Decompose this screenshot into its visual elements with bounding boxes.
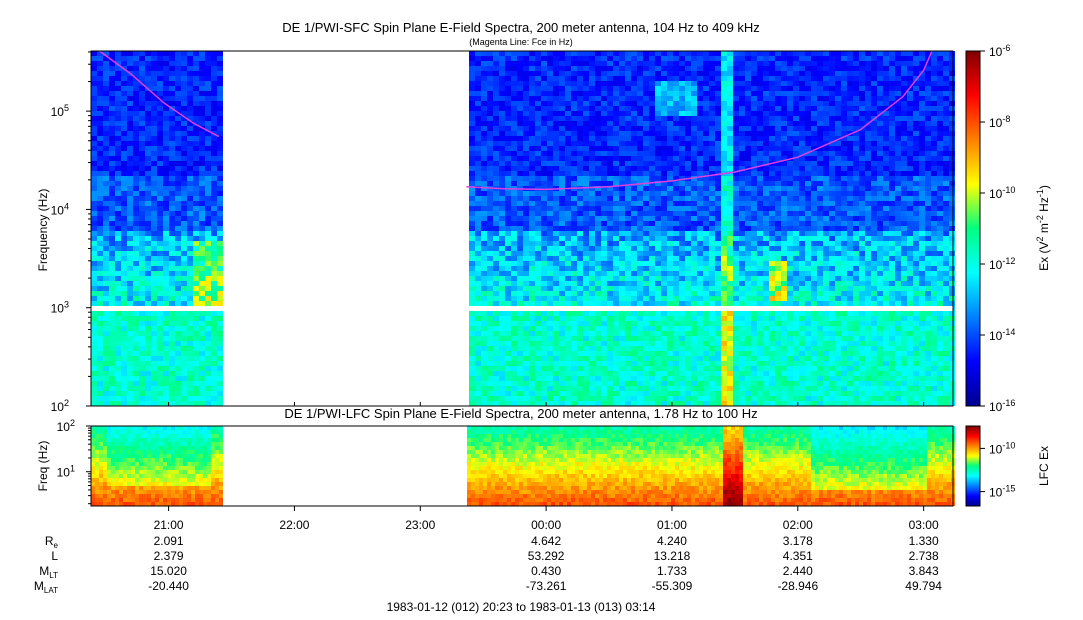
y-tick-label: 102	[57, 418, 75, 434]
ephemeris-value: 2.091	[154, 534, 184, 548]
sfc-colorbar-label: Ex (V2 m-2 Hz-1)	[1035, 185, 1051, 271]
y-tick-label: 102	[51, 398, 69, 414]
sfc-spectrogram-panel: 102 103 104 105 Frequency (Hz)	[36, 50, 955, 414]
lfc-panel-title: DE 1/PWI-LFC Spin Plane E-Field Spectra,…	[284, 406, 757, 421]
lfc-spectrogram-cells	[91, 426, 955, 506]
ephemeris-value: 0.430	[531, 564, 561, 578]
fce-line	[98, 50, 933, 191]
ephemeris-value: 2.379	[154, 549, 184, 563]
sfc-channel-gap-bar	[91, 306, 953, 311]
ephemeris-value: -73.261	[526, 579, 567, 593]
lfc-colorbar-gradient	[965, 425, 981, 507]
colorbar-tick-label: 10-16	[989, 398, 1015, 414]
y-tick-label: 104	[51, 201, 69, 217]
lfc-colorbar: 10-10 10-15 LFC Ex	[965, 425, 1051, 507]
y-tick-label: 103	[51, 300, 69, 316]
ephemeris-value: 49.794	[905, 579, 942, 593]
x-tick-label: 22:00	[279, 518, 309, 532]
lfc-y-axis: 101 102	[57, 418, 91, 505]
colorbar-tick-label: 10-14	[989, 327, 1015, 343]
ephemeris-row-label: MLAT	[34, 579, 58, 595]
x-tick-label: 21:00	[154, 518, 184, 532]
x-tick-label: 02:00	[783, 518, 813, 532]
colorbar-tick-label: 10-10	[989, 185, 1015, 201]
y-tick-label: 105	[51, 103, 69, 119]
time-range-label: 1983-01-12 (012) 20:23 to 1983-01-13 (01…	[387, 600, 656, 614]
ephemeris-value: 15.020	[150, 564, 187, 578]
ephemeris-value: 2.738	[909, 549, 939, 563]
ephemeris-value: 4.240	[657, 534, 687, 548]
ephemeris-value: -20.440	[148, 579, 189, 593]
x-tick-label: 00:00	[531, 518, 561, 532]
lfc-spectrogram-panel: 101 102 Freq (Hz) 21:00 22:00 23:00 00:00 01:…	[36, 402, 955, 532]
ephemeris-value: 1.330	[909, 534, 939, 548]
ephemeris-table: Re 2.091 4.642 4.240 3.178 1.330 L 2.379 53.292 1…	[34, 534, 942, 595]
ephemeris-row-label: Re	[45, 534, 59, 550]
sfc-panel-title: DE 1/PWI-SFC Spin Plane E-Field Spectra,…	[282, 20, 760, 35]
sfc-plot-frame	[90, 50, 954, 407]
lfc-colorbar-label: LFC Ex	[1037, 446, 1051, 486]
ephemeris-value: 3.178	[783, 534, 813, 548]
ephemeris-value: 53.292	[528, 549, 565, 563]
colorbar-tick-label: 10-8	[989, 114, 1010, 130]
fce-line-note: (Magenta Line: Fce in Hz)	[469, 37, 573, 47]
sfc-y-axis-label: Frequency (Hz)	[36, 189, 50, 272]
x-tick-label: 23:00	[405, 518, 435, 532]
lfc-y-axis-label: Freq (Hz)	[36, 441, 50, 492]
ephemeris-value: 4.642	[531, 534, 561, 548]
ephemeris-value: -55.309	[652, 579, 693, 593]
ephemeris-value: 3.843	[909, 564, 939, 578]
colorbar-tick-label: 10-10	[989, 440, 1015, 456]
x-tick-label: 01:00	[657, 518, 687, 532]
colorbar-tick-label: 10-6	[989, 43, 1010, 59]
ephemeris-value: -28.946	[777, 579, 818, 593]
ephemeris-value: 13.218	[654, 549, 691, 563]
ephemeris-value: 1.733	[657, 564, 687, 578]
sfc-y-axis: 102 103 104 105	[51, 51, 91, 414]
ephemeris-value: 2.440	[783, 564, 813, 578]
sfc-colorbar-gradient	[965, 50, 981, 407]
time-axis: 21:00 22:00 23:00 00:00 01:00 02:00 03:00	[154, 402, 939, 532]
sfc-colorbar: 10-6 10-8 10-10 10-12 10-14 10-16 Ex (V2 m-2 …	[965, 43, 1051, 414]
ephemeris-value: 4.351	[783, 549, 813, 563]
y-tick-label: 101	[57, 464, 75, 480]
colorbar-tick-label: 10-12	[989, 256, 1015, 272]
ephemeris-row-label: MLT	[39, 564, 58, 580]
sfc-spectrogram-cells	[91, 51, 955, 406]
ephemeris-row-label: L	[51, 549, 58, 563]
x-tick-label: 03:00	[909, 518, 939, 532]
lfc-plot-frame	[90, 425, 954, 507]
colorbar-tick-label: 10-15	[989, 484, 1015, 500]
